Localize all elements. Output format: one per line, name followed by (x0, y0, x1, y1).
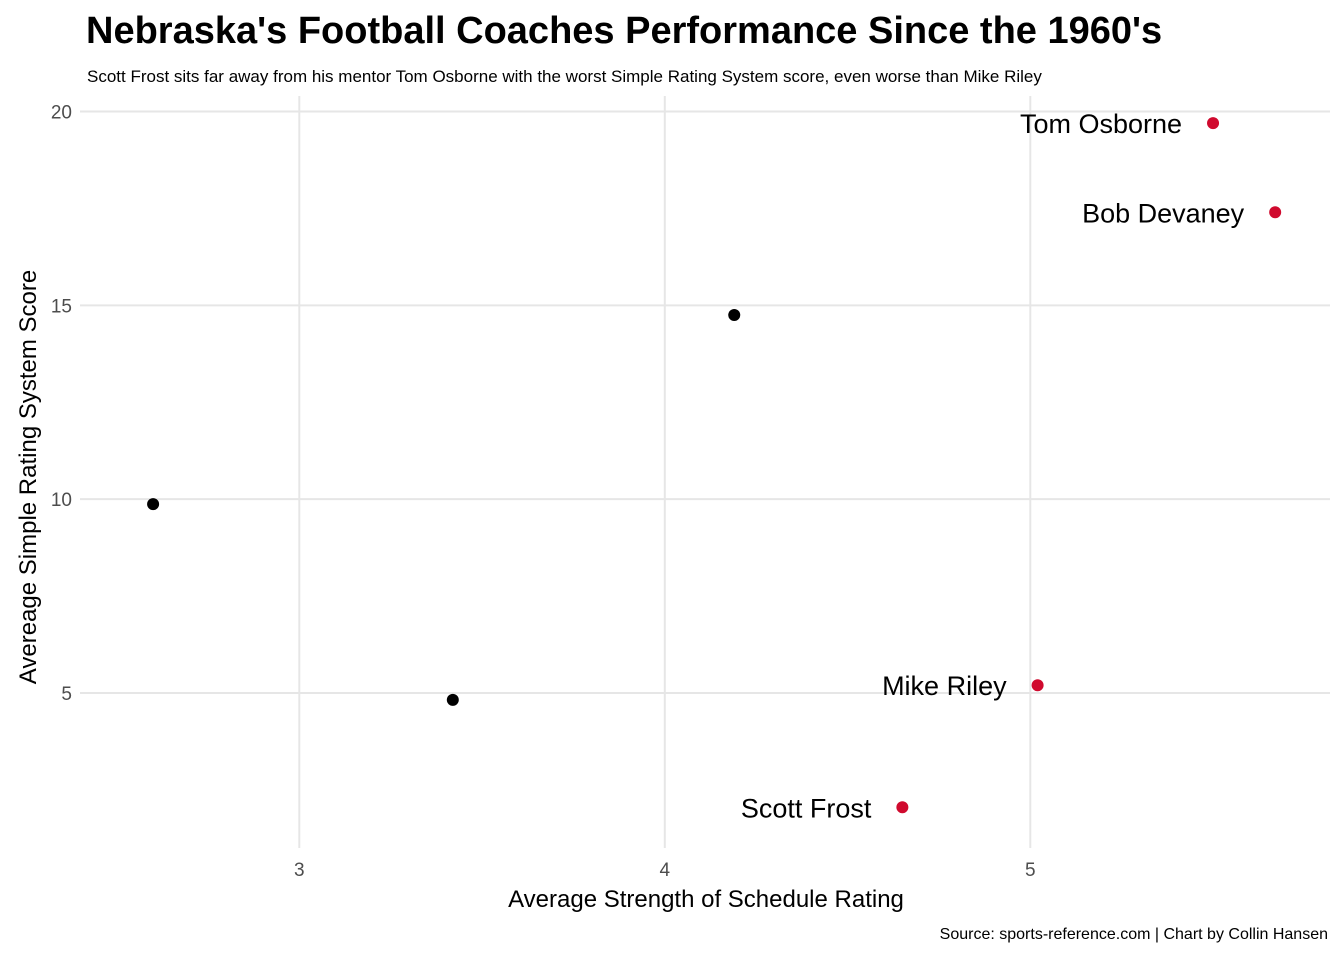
highlighted-point (1207, 117, 1220, 130)
highlighted-point (1269, 206, 1282, 219)
grid-layer (80, 96, 1330, 848)
chart-subtitle: Scott Frost sits far away from his mento… (87, 67, 1042, 86)
x-tick-label: 3 (294, 860, 305, 881)
data-points (147, 117, 1282, 814)
y-axis-title: Avereage Simple Rating System Score (15, 270, 42, 684)
data-point (728, 309, 741, 322)
data-point (446, 693, 459, 706)
tick-labels: 5 10 15 20 3 4 5 (51, 103, 1036, 881)
point-labels: Tom Osborne Bob Devaney Mike Riley Scott Fr… (741, 109, 1245, 823)
chart-caption: Source: sports-reference.com | Chart by … (939, 926, 1328, 943)
y-tick-label: 20 (51, 103, 72, 124)
point-label: Tom Osborne (1020, 109, 1182, 139)
highlighted-point (1031, 679, 1044, 692)
point-label: Bob Devaney (1082, 198, 1245, 228)
x-axis-title: Average Strength of Schedule Rating (508, 886, 904, 913)
y-tick-label: 10 (51, 490, 72, 511)
y-tick-label: 15 (51, 296, 72, 317)
point-label: Scott Frost (741, 793, 872, 823)
y-tick-label: 5 (61, 684, 72, 705)
x-tick-label: 4 (660, 860, 671, 881)
x-tick-label: 5 (1025, 860, 1036, 881)
point-label: Mike Riley (882, 671, 1007, 701)
data-point (147, 498, 160, 511)
chart-title: Nebraska's Football Coaches Performance … (86, 10, 1163, 52)
highlighted-point (896, 801, 909, 814)
